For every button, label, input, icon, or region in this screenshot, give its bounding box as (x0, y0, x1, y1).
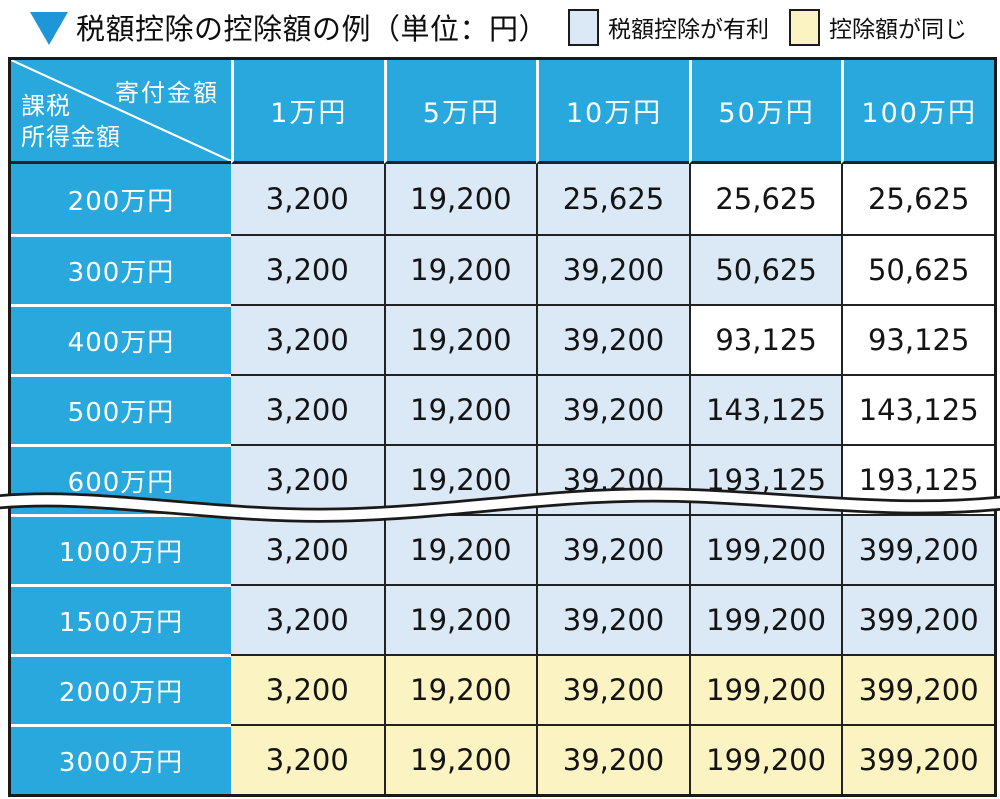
row-label-cell: 400万円 (11, 304, 231, 374)
value-cell: 39,200 (536, 514, 689, 584)
legend-item-same: 控除額が同じ (789, 8, 968, 46)
value-cell: 3,200 (231, 724, 384, 794)
value-cell: 143,125 (688, 374, 842, 444)
row-label-cell: 500万円 (11, 374, 231, 444)
value-cell: 3,200 (231, 584, 384, 654)
column-header-100man: 100万円 (841, 60, 994, 164)
legend-swatch-yellow-icon (789, 8, 821, 46)
row-label-cell: 2000万円 (11, 654, 231, 724)
value-cell: 3,200 (231, 374, 384, 444)
value-cell: 193,125 (841, 444, 994, 514)
value-cell: 39,200 (536, 444, 689, 514)
value-cell: 199,200 (688, 724, 842, 794)
corner-row-axis-line1: 課税 (21, 91, 71, 120)
legend-label-favorable: 税額控除が有利 (608, 17, 770, 43)
value-cell: 143,125 (841, 374, 994, 444)
value-cell: 199,200 (688, 584, 842, 654)
column-header-1man: 1万円 (231, 60, 384, 164)
value-cell: 3,200 (231, 654, 384, 724)
value-cell: 19,200 (383, 164, 537, 234)
value-cell: 39,200 (536, 584, 689, 654)
value-cell: 19,200 (383, 514, 537, 584)
down-triangle-icon (30, 11, 68, 45)
value-cell: 3,200 (231, 444, 384, 514)
row-label-cell: 300万円 (11, 234, 231, 304)
value-cell: 19,200 (383, 304, 537, 374)
value-cell: 399,200 (841, 654, 994, 724)
corner-column-axis-label: 寄付金額 (115, 79, 219, 107)
value-cell: 19,200 (383, 374, 537, 444)
value-cell: 93,125 (841, 304, 994, 374)
row-label-cell: 200万円 (11, 164, 231, 234)
value-cell: 199,200 (688, 654, 842, 724)
value-cell: 50,625 (841, 234, 994, 304)
row-label-cell: 3000万円 (11, 724, 231, 794)
value-cell: 39,200 (536, 724, 689, 794)
value-cell: 3,200 (231, 164, 384, 234)
row-label-cell: 600万円 (11, 444, 231, 514)
value-cell: 399,200 (841, 724, 994, 794)
value-cell: 193,125 (688, 444, 842, 514)
value-cell: 19,200 (383, 584, 537, 654)
value-cell: 19,200 (383, 654, 537, 724)
value-cell: 19,200 (383, 234, 537, 304)
value-cell: 39,200 (536, 304, 689, 374)
column-header-10man: 10万円 (536, 60, 689, 164)
value-cell: 3,200 (231, 514, 384, 584)
legend-swatch-blue-icon (568, 8, 600, 46)
value-cell: 3,200 (231, 304, 384, 374)
value-cell: 93,125 (688, 304, 842, 374)
value-cell: 19,200 (383, 724, 537, 794)
legend-item-favorable: 税額控除が有利 (568, 8, 770, 46)
corner-row-axis-line2: 所得金額 (21, 122, 121, 151)
value-cell: 39,200 (536, 374, 689, 444)
figure-title: 税額控除の控除額の例（単位：円） (76, 12, 549, 46)
value-cell: 25,625 (536, 164, 689, 234)
value-cell: 39,200 (536, 234, 689, 304)
value-cell: 399,200 (841, 514, 994, 584)
value-cell: 25,625 (841, 164, 994, 234)
column-header-50man: 50万円 (688, 60, 842, 164)
table-corner-cell: 寄付金額 課税 所得金額 (11, 60, 231, 164)
value-cell: 39,200 (536, 654, 689, 724)
diagonal-divider-line (11, 60, 231, 161)
corner-row-axis-label: 課税 所得金額 (21, 91, 121, 153)
column-header-5man: 5万円 (383, 60, 537, 164)
tax-deduction-table: 寄付金額 課税 所得金額 1万円 5万円 10万円 50万円 100万円 200… (8, 57, 997, 797)
row-label-cell: 1500万円 (11, 584, 231, 654)
value-cell: 25,625 (688, 164, 842, 234)
value-cell: 399,200 (841, 584, 994, 654)
legend-label-same: 控除額が同じ (829, 17, 968, 43)
value-cell: 50,625 (688, 234, 842, 304)
value-cell: 19,200 (383, 444, 537, 514)
value-cell: 199,200 (688, 514, 842, 584)
row-label-cell: 1000万円 (11, 514, 231, 584)
title-row: 税額控除の控除額の例（単位：円） 税額控除が有利 控除額が同じ (0, 0, 1000, 54)
value-cell: 3,200 (231, 234, 384, 304)
